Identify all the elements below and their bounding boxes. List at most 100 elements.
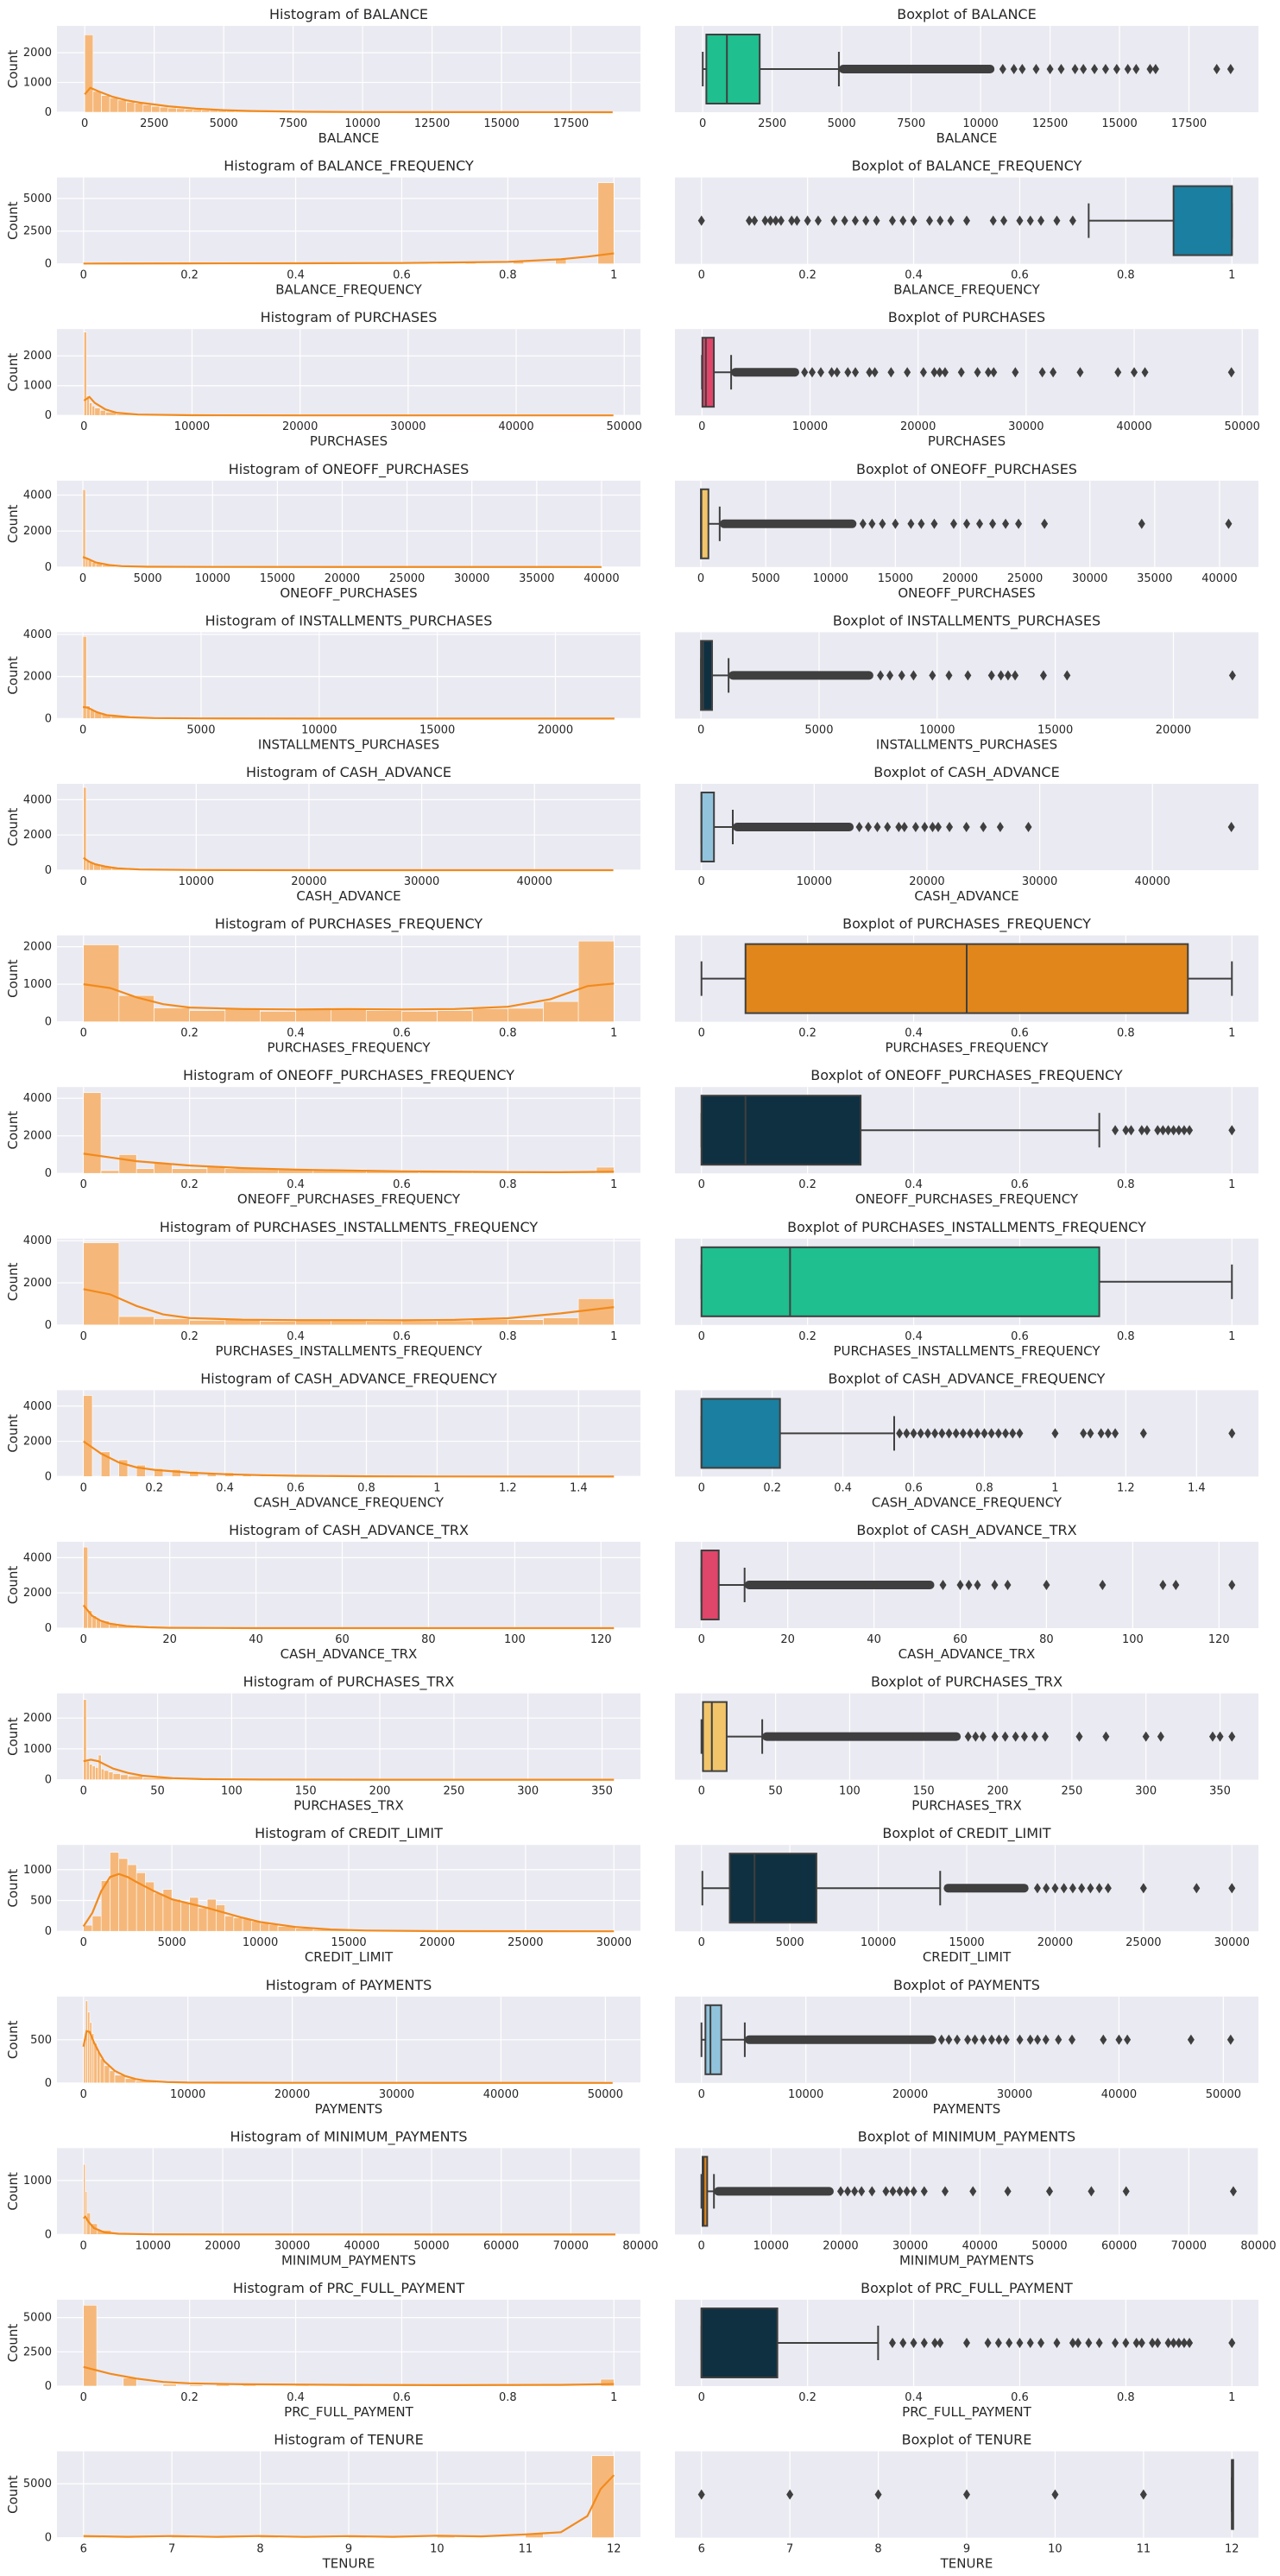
histogram-y-tick-label: 1000 bbox=[23, 380, 52, 393]
histogram-title: Histogram of CASH_ADVANCE_FREQUENCY bbox=[200, 1370, 497, 1387]
boxplot-outlier-point bbox=[972, 1731, 980, 1742]
boxplot-x-tick-label: 0.2 bbox=[798, 1027, 817, 1040]
boxplot-outlier-point bbox=[761, 215, 769, 226]
boxplot-outlier-point bbox=[1132, 2338, 1140, 2348]
histogram-bar bbox=[82, 489, 86, 568]
histogram-x-axis-label: CASH_ADVANCE_TRX bbox=[281, 1646, 418, 1663]
boxplot-outlier-point bbox=[1037, 2338, 1045, 2348]
histogram-bar bbox=[84, 35, 94, 113]
boxplot-x-tick-label: 20000 bbox=[1156, 723, 1191, 736]
boxplot-outlier-point bbox=[1228, 1731, 1236, 1742]
boxplot-x-tick-label: 10000 bbox=[753, 2239, 789, 2252]
histogram-x-tick-label: 10000 bbox=[301, 723, 337, 736]
histogram-bar bbox=[198, 1907, 208, 1932]
histogram-bar bbox=[189, 1897, 199, 1932]
boxplot-x-tick-label: 2500 bbox=[758, 117, 786, 130]
boxplot-x-tick-label: 120 bbox=[1208, 1633, 1230, 1646]
boxplot-outlier-point bbox=[936, 367, 943, 378]
boxplot-title: Boxplot of PURCHASES_TRX bbox=[871, 1674, 1062, 1691]
boxplot-x-tick-label: 20000 bbox=[823, 2239, 858, 2252]
histogram-y-tick-label: 0 bbox=[45, 2380, 52, 2393]
boxplot-x-tick-label: 10000 bbox=[919, 723, 955, 736]
boxplot-outlier-point bbox=[868, 2186, 876, 2197]
boxplot-outlier-point bbox=[1228, 1580, 1236, 1590]
boxplot-outlier-point bbox=[1112, 1428, 1119, 1439]
boxplot-outlier-point bbox=[976, 518, 984, 529]
boxplot-outlier-point bbox=[817, 367, 824, 378]
histogram-y-tick-label: 2000 bbox=[23, 829, 52, 842]
histogram-y-tick-label: 2000 bbox=[23, 1277, 52, 1290]
boxplot-outlier-point bbox=[1187, 2034, 1195, 2045]
boxplot-x-tick-label: 0.2 bbox=[798, 1178, 817, 1191]
histogram-x-tick-label: 50 bbox=[150, 1785, 165, 1798]
histogram-x-tick-label: 0.6 bbox=[393, 2391, 411, 2404]
boxplot-outlier-point bbox=[833, 367, 841, 378]
histogram-bar bbox=[401, 1320, 438, 1326]
boxplot-x-tick-label: 60000 bbox=[1101, 2239, 1137, 2252]
boxplot-outlier-point bbox=[887, 367, 895, 378]
histogram-y-axis-label: Count bbox=[5, 1717, 21, 1756]
histogram-x-axis-label: MINIMUM_PAYMENTS bbox=[281, 2252, 416, 2269]
histogram-kde-line bbox=[83, 2365, 615, 2386]
boxplot-x-tick-label: 0.4 bbox=[834, 1481, 852, 1494]
histogram-x-tick-label: 0.4 bbox=[287, 269, 305, 282]
histogram-y-tick-label: 0 bbox=[45, 864, 52, 877]
boxplot-x-tick-label: 20 bbox=[780, 1633, 795, 1646]
boxplot-outlier-point bbox=[844, 367, 852, 378]
boxplot-title: Boxplot of PURCHASES_FREQUENCY bbox=[842, 916, 1091, 933]
boxplot-x-tick-label: 8 bbox=[874, 2543, 881, 2556]
histogram-x-tick-label: 0 bbox=[80, 1633, 87, 1646]
boxplot-outlier-point bbox=[1159, 1580, 1167, 1590]
boxplot-x-tick-label: 0 bbox=[698, 1785, 705, 1798]
boxplot-outlier-point bbox=[1078, 1883, 1086, 1894]
boxplot-outlier-point bbox=[886, 670, 894, 681]
boxplot-outlier-point bbox=[996, 822, 1004, 832]
boxplot-x-tick-label: 350 bbox=[1209, 1785, 1231, 1798]
histogram-x-tick-label: 35000 bbox=[519, 572, 554, 585]
boxplot-x-tick-label: 0.6 bbox=[1011, 1330, 1029, 1343]
boxplot-outlier-point bbox=[956, 1580, 964, 1590]
boxplot-x-tick-label: 40000 bbox=[962, 2239, 998, 2252]
histogram-bar bbox=[600, 2378, 615, 2387]
boxplot-x-axis-label: MINIMUM_PAYMENTS bbox=[899, 2252, 1034, 2269]
boxplot-outlier-point bbox=[924, 1428, 931, 1439]
boxplot-outlier-point bbox=[888, 215, 896, 226]
boxplot-outlier-point bbox=[1033, 1883, 1041, 1894]
boxplot-x-tick-label: 1 bbox=[1228, 1330, 1235, 1343]
boxplot-outlier-point bbox=[898, 670, 905, 681]
histogram-bar bbox=[118, 1858, 129, 1932]
boxplot-outlier-point bbox=[946, 822, 954, 832]
boxplot-outlier-point bbox=[991, 1580, 999, 1590]
boxplot-outlier-point bbox=[963, 215, 970, 226]
histogram-x-tick-label: 0 bbox=[80, 1330, 87, 1343]
boxplot-outlier-point bbox=[1006, 2338, 1013, 2348]
boxplot-x-tick-label: 25000 bbox=[1007, 572, 1043, 585]
boxplot-outlier-point bbox=[1010, 64, 1018, 74]
histogram-bar bbox=[401, 1011, 438, 1022]
boxplot-x-tick-label: 6 bbox=[698, 2543, 705, 2556]
boxplot-outlier-band bbox=[943, 1884, 1029, 1893]
boxplot-outlier-point bbox=[930, 518, 938, 529]
histogram-bar bbox=[89, 402, 92, 416]
boxplot-x-tick-label: 30000 bbox=[1072, 572, 1107, 585]
boxplot-x-tick-label: 5000 bbox=[752, 572, 780, 585]
boxplot-x-tick-label: 10000 bbox=[813, 572, 848, 585]
boxplot-title: Boxplot of CASH_ADVANCE_TRX bbox=[856, 1522, 1076, 1539]
histogram-title: Histogram of PURCHASES bbox=[261, 309, 438, 325]
boxplot-outlier-point bbox=[920, 2186, 928, 2197]
histogram-bar bbox=[508, 1319, 544, 1326]
histogram-y-tick-label: 2000 bbox=[23, 1712, 52, 1725]
boxplot-outlier-point bbox=[1104, 1428, 1112, 1439]
boxplot-title: Boxplot of BALANCE bbox=[897, 6, 1036, 22]
histogram-x-axis-label: PURCHASES_INSTALLMENTS_FREQUENCY bbox=[215, 1343, 482, 1360]
histogram-bar bbox=[101, 95, 110, 113]
histogram-x-axis-label: PURCHASES bbox=[310, 433, 388, 449]
histogram-bar bbox=[99, 410, 106, 416]
histogram-y-axis-label: Count bbox=[5, 2324, 21, 2363]
boxplot-outlier-point bbox=[801, 367, 809, 378]
boxplot-x-axis-label: PURCHASES bbox=[928, 433, 1006, 449]
histogram-y-tick-label: 2000 bbox=[23, 350, 52, 363]
histogram-bar bbox=[104, 1770, 110, 1780]
histogram-bar bbox=[242, 1918, 252, 1932]
